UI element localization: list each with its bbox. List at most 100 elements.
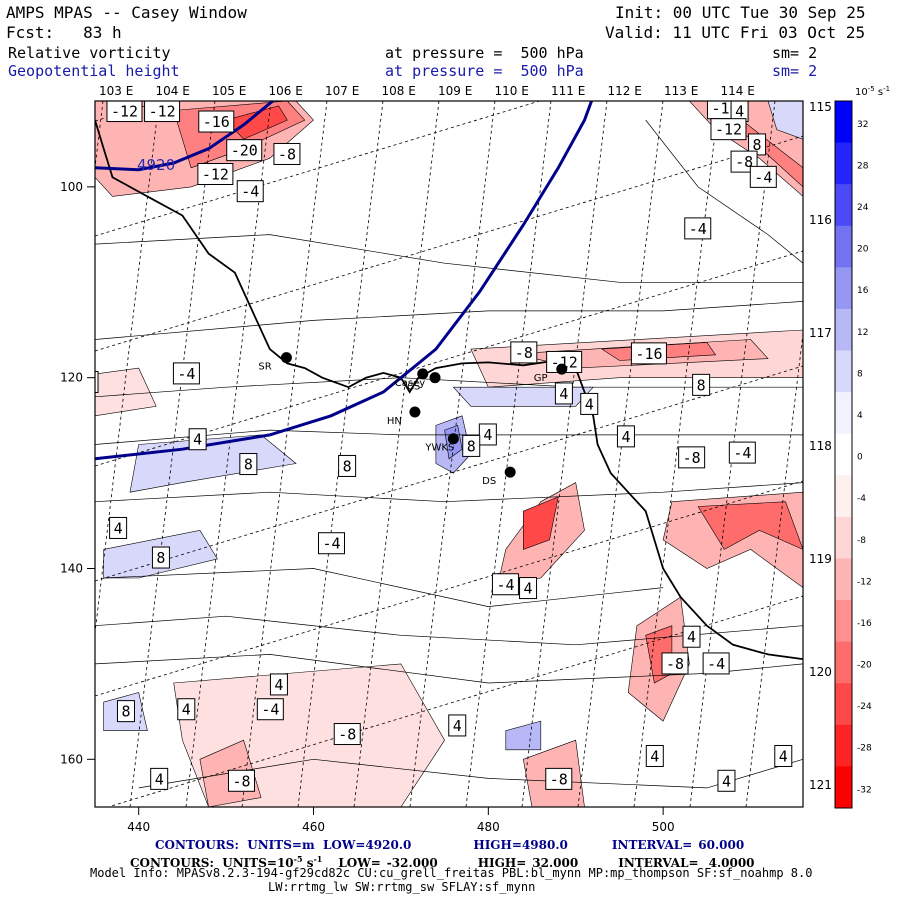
vorticity-label-40: -4 bbox=[261, 701, 279, 719]
footer-vorticity-contours: CONTOURS: UNITS=10-5 s-1 LOW= -32.000 HIGH=… bbox=[130, 852, 755, 870]
vorticity-label-1: -12 bbox=[149, 103, 176, 121]
vorticity-shade-23 bbox=[767, 101, 803, 140]
height-contour-label-0: 4920 bbox=[137, 156, 175, 174]
meridian-line-5 bbox=[297, 101, 384, 807]
colorbar-tick-label-8: 0 bbox=[857, 453, 863, 463]
vorticity-contour-8 bbox=[645, 119, 803, 264]
colorbar-tick-label-0: 32 bbox=[857, 120, 868, 130]
vorticity-label-box-28 bbox=[239, 453, 258, 476]
vorticity-label-48: -8 bbox=[550, 770, 568, 788]
colorbar-segment-15 bbox=[835, 724, 852, 767]
height-contours-high-label: HIGH= bbox=[473, 838, 522, 852]
meridian-line-8 bbox=[465, 101, 552, 807]
vorticity-label-24: 4 bbox=[193, 431, 202, 449]
vorticity-contour-7 bbox=[138, 758, 803, 789]
colorbar-tick-label-6: 8 bbox=[857, 369, 863, 379]
vorticity-label-10: 8 bbox=[753, 136, 762, 154]
vorticity-label-box-22 bbox=[478, 423, 497, 446]
station-label-ywks: YWKS bbox=[424, 443, 454, 454]
colorbar-segment-9 bbox=[835, 475, 852, 518]
x-tick-label-2: 480 bbox=[477, 820, 500, 834]
vorticity-shade-9 bbox=[523, 496, 559, 550]
colorbar-tick-label-13: -20 bbox=[857, 661, 872, 671]
vorticity-label-box-14 bbox=[510, 341, 538, 364]
lat-label-bg-3 bbox=[807, 439, 837, 454]
vorticity-label-27: -4 bbox=[733, 444, 751, 462]
vorticity-label-8: 4 bbox=[735, 103, 744, 121]
vorticity-label-31: -4 bbox=[323, 535, 341, 553]
height-contours-label: CONTOURS: UNITS=m LOW= bbox=[155, 838, 366, 852]
meridian-line-11 bbox=[633, 101, 720, 807]
vorticity-label-6: -4 bbox=[241, 183, 259, 201]
lat-label-bg-0 bbox=[807, 100, 837, 115]
colorbar-segment-7 bbox=[835, 392, 852, 435]
vorticity-label-43: 4 bbox=[453, 717, 462, 735]
vorticity-label-box-5 bbox=[197, 163, 234, 186]
vorticity-label-36: -8 bbox=[666, 655, 684, 673]
height-contour-1 bbox=[95, 101, 594, 461]
meridian-line-13 bbox=[745, 330, 803, 807]
colorbar-tick-label-2: 24 bbox=[857, 203, 869, 213]
field1-smoothing: sm= 2 bbox=[772, 44, 818, 62]
vorticity-label-box-2 bbox=[198, 110, 235, 133]
station-label-sr: SR bbox=[258, 362, 271, 373]
colorbar-segment-14 bbox=[835, 683, 852, 726]
colorbar-tick-label-1: 28 bbox=[857, 161, 869, 171]
vorticity-label-13: -4 bbox=[689, 220, 707, 238]
vorticity-label-box-42 bbox=[333, 723, 361, 746]
colorbar-tick-label-7: 4 bbox=[857, 411, 863, 421]
vorticity-label-25: 8 bbox=[467, 437, 476, 455]
vorticity-contour-6 bbox=[95, 234, 803, 283]
lon-label-9: 112 E bbox=[608, 84, 642, 98]
lat-label-bg-4 bbox=[807, 552, 837, 567]
vort-contours-low-label: LOW= bbox=[338, 856, 381, 870]
vorticity-contour-4 bbox=[95, 615, 803, 646]
valid-time: Valid: 11 UTC Fri 03 Oct 25 bbox=[605, 23, 866, 42]
meridian-line-10 bbox=[577, 101, 664, 807]
height-contours-interval-label: INTERVAL= bbox=[611, 838, 693, 852]
vorticity-contour-0 bbox=[95, 301, 803, 340]
vorticity-label-box-3 bbox=[226, 139, 263, 162]
vorticity-label-33: -4 bbox=[496, 576, 514, 594]
vorticity-label-11: -8 bbox=[735, 153, 753, 171]
lon-label-10: 113 E bbox=[664, 84, 698, 98]
vorticity-label-37: -4 bbox=[707, 655, 725, 673]
vorticity-label-box-21 bbox=[580, 392, 599, 415]
station-dot-gp bbox=[556, 363, 568, 375]
vorticity-label-28: 8 bbox=[244, 456, 253, 474]
vort-contours-interval: 4.0000 bbox=[708, 856, 755, 870]
station-dot-cs bbox=[429, 372, 441, 384]
vorticity-label-box-24 bbox=[188, 428, 207, 451]
colorbar-segment-3 bbox=[835, 225, 852, 268]
vorticity-label-16: -16 bbox=[635, 345, 662, 363]
vorticity-label-box-18 bbox=[95, 370, 99, 393]
lon-label-0: 103 E bbox=[99, 84, 133, 98]
vorticity-label-box-16 bbox=[630, 342, 667, 365]
colorbar-segment-11 bbox=[835, 558, 852, 601]
meridian-line-4 bbox=[241, 101, 328, 807]
x-tick-label-0: 440 bbox=[127, 820, 150, 834]
lon-label-8: 111 E bbox=[551, 84, 585, 98]
colorbar-segment-8 bbox=[835, 433, 852, 476]
colorbar-segment-4 bbox=[835, 267, 852, 310]
colorbar-tick-label-9: -4 bbox=[857, 494, 866, 504]
lat-label-bg-5 bbox=[807, 665, 837, 680]
y-tick-label-0: 100 bbox=[60, 180, 83, 194]
colorbar-tick-label-11: -12 bbox=[857, 577, 872, 587]
vorticity-label-41: 8 bbox=[121, 703, 130, 721]
meridian-line-2 bbox=[129, 101, 216, 807]
vorticity-label-box-48 bbox=[545, 767, 573, 790]
height-contours-high: 4980.0 bbox=[521, 838, 568, 852]
height-contours-interval: 60.000 bbox=[698, 838, 745, 852]
vorticity-contour-3 bbox=[95, 482, 803, 503]
vorticity-label-29: 8 bbox=[343, 457, 352, 475]
vorticity-label-35: 4 bbox=[687, 628, 696, 646]
colorbar-units: 10-5 s-1 bbox=[855, 85, 890, 98]
field1-name: Relative vorticity bbox=[8, 44, 171, 62]
colorbar-tick-label-3: 20 bbox=[857, 245, 869, 255]
y-tick-label-3: 160 bbox=[60, 752, 83, 766]
y-tick-label-2: 140 bbox=[60, 561, 83, 575]
height-contours-low: 4920.0 bbox=[365, 838, 412, 852]
vorticity-label-box-25 bbox=[462, 434, 481, 457]
